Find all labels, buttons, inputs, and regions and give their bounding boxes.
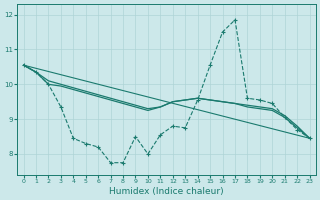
X-axis label: Humidex (Indice chaleur): Humidex (Indice chaleur) xyxy=(109,187,224,196)
